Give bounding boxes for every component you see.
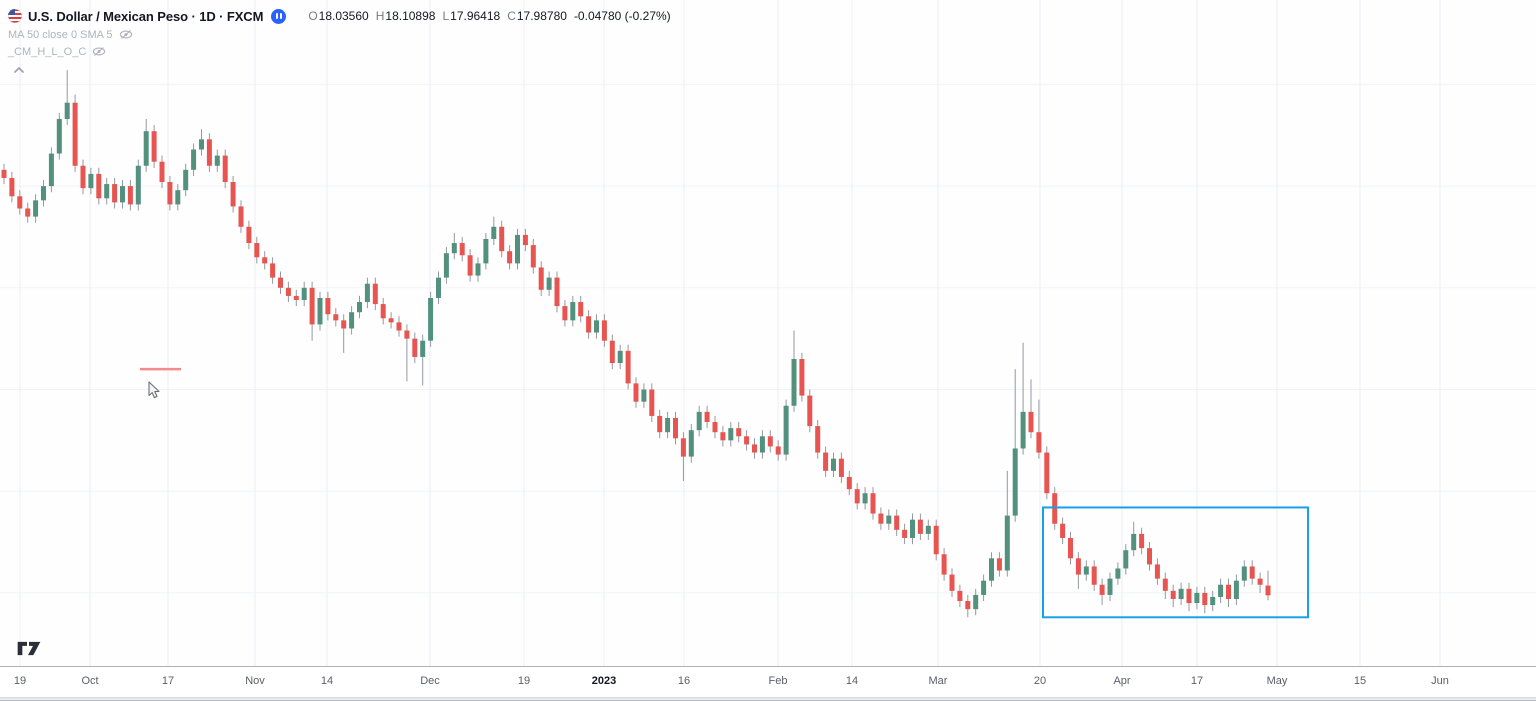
indicator-label: _CM_H_L_O_C <box>8 45 87 58</box>
indicator-label: MA 50 close 0 SMA 5 <box>8 28 113 41</box>
time-axis-label: 2023 <box>591 675 617 687</box>
rectangle-drawing[interactable] <box>1042 506 1309 619</box>
high-label: H <box>375 9 385 23</box>
time-axis-label: 17 <box>161 675 175 687</box>
open-value: 18.03560 <box>318 9 369 23</box>
candlestick-chart[interactable] <box>0 0 1536 666</box>
time-axis[interactable]: 19 Oct 17 Nov 14 Dec 19 2023 16 Feb 14 Mar 20 Apr 17 Ma… <box>0 666 1536 697</box>
market-status-icon[interactable] <box>271 8 287 24</box>
high-value: 18.10898 <box>385 9 436 23</box>
indicator-row-cm-hloc[interactable]: _CM_H_L_O_C <box>8 43 671 60</box>
mouse-cursor <box>148 381 161 404</box>
low-value: 17.96418 <box>450 9 501 23</box>
open-label: O <box>308 9 318 23</box>
time-axis-label: 19 <box>13 675 27 687</box>
tradingview-logo[interactable] <box>17 641 41 661</box>
time-axis-label: Dec <box>420 675 440 687</box>
time-axis-label: 14 <box>845 675 859 687</box>
time-axis-label: 14 <box>320 675 334 687</box>
ohlc-values: O 18.03560 H 18.10898 L 17.96418 C 17.98780 … <box>308 9 670 23</box>
symbol-title[interactable]: U.S. Dollar / Mexican Peso · 1D · FXCM <box>28 8 264 24</box>
close-value: 17.98780 <box>516 9 567 23</box>
legend-collapse-button[interactable] <box>8 63 30 77</box>
time-axis-label: Mar <box>928 675 948 687</box>
time-axis-label: 20 <box>1033 675 1047 687</box>
eye-hidden-icon[interactable] <box>119 29 133 40</box>
bottom-strip <box>0 697 1536 700</box>
time-axis-label: May <box>1266 675 1288 687</box>
chart-plot-area[interactable] <box>0 0 1536 666</box>
indicator-row-ma[interactable]: MA 50 close 0 SMA 5 <box>8 26 671 43</box>
us-flag-icon <box>8 9 22 23</box>
time-axis-label: 16 <box>677 675 691 687</box>
time-axis-label: Jun <box>1431 675 1449 687</box>
low-label: L <box>442 9 450 23</box>
time-axis-label: Apr <box>1113 675 1131 687</box>
time-axis-label: Nov <box>245 675 265 687</box>
time-axis-label: Oct <box>81 675 99 687</box>
eye-hidden-icon[interactable] <box>92 46 106 57</box>
time-axis-label: 19 <box>517 675 531 687</box>
time-axis-label: 17 <box>1190 675 1204 687</box>
symbol-title-row[interactable]: U.S. Dollar / Mexican Peso · 1D · FXCM O… <box>8 6 671 26</box>
time-axis-label: Feb <box>768 675 788 687</box>
candlestick-series <box>1 70 1271 618</box>
close-label: C <box>507 9 516 23</box>
symbol-legend: U.S. Dollar / Mexican Peso · 1D · FXCM O… <box>8 6 671 77</box>
change-value: -0.04780 (-0.27%) <box>573 9 671 23</box>
chevron-up-icon <box>14 67 24 73</box>
time-axis-label: 15 <box>1353 675 1367 687</box>
